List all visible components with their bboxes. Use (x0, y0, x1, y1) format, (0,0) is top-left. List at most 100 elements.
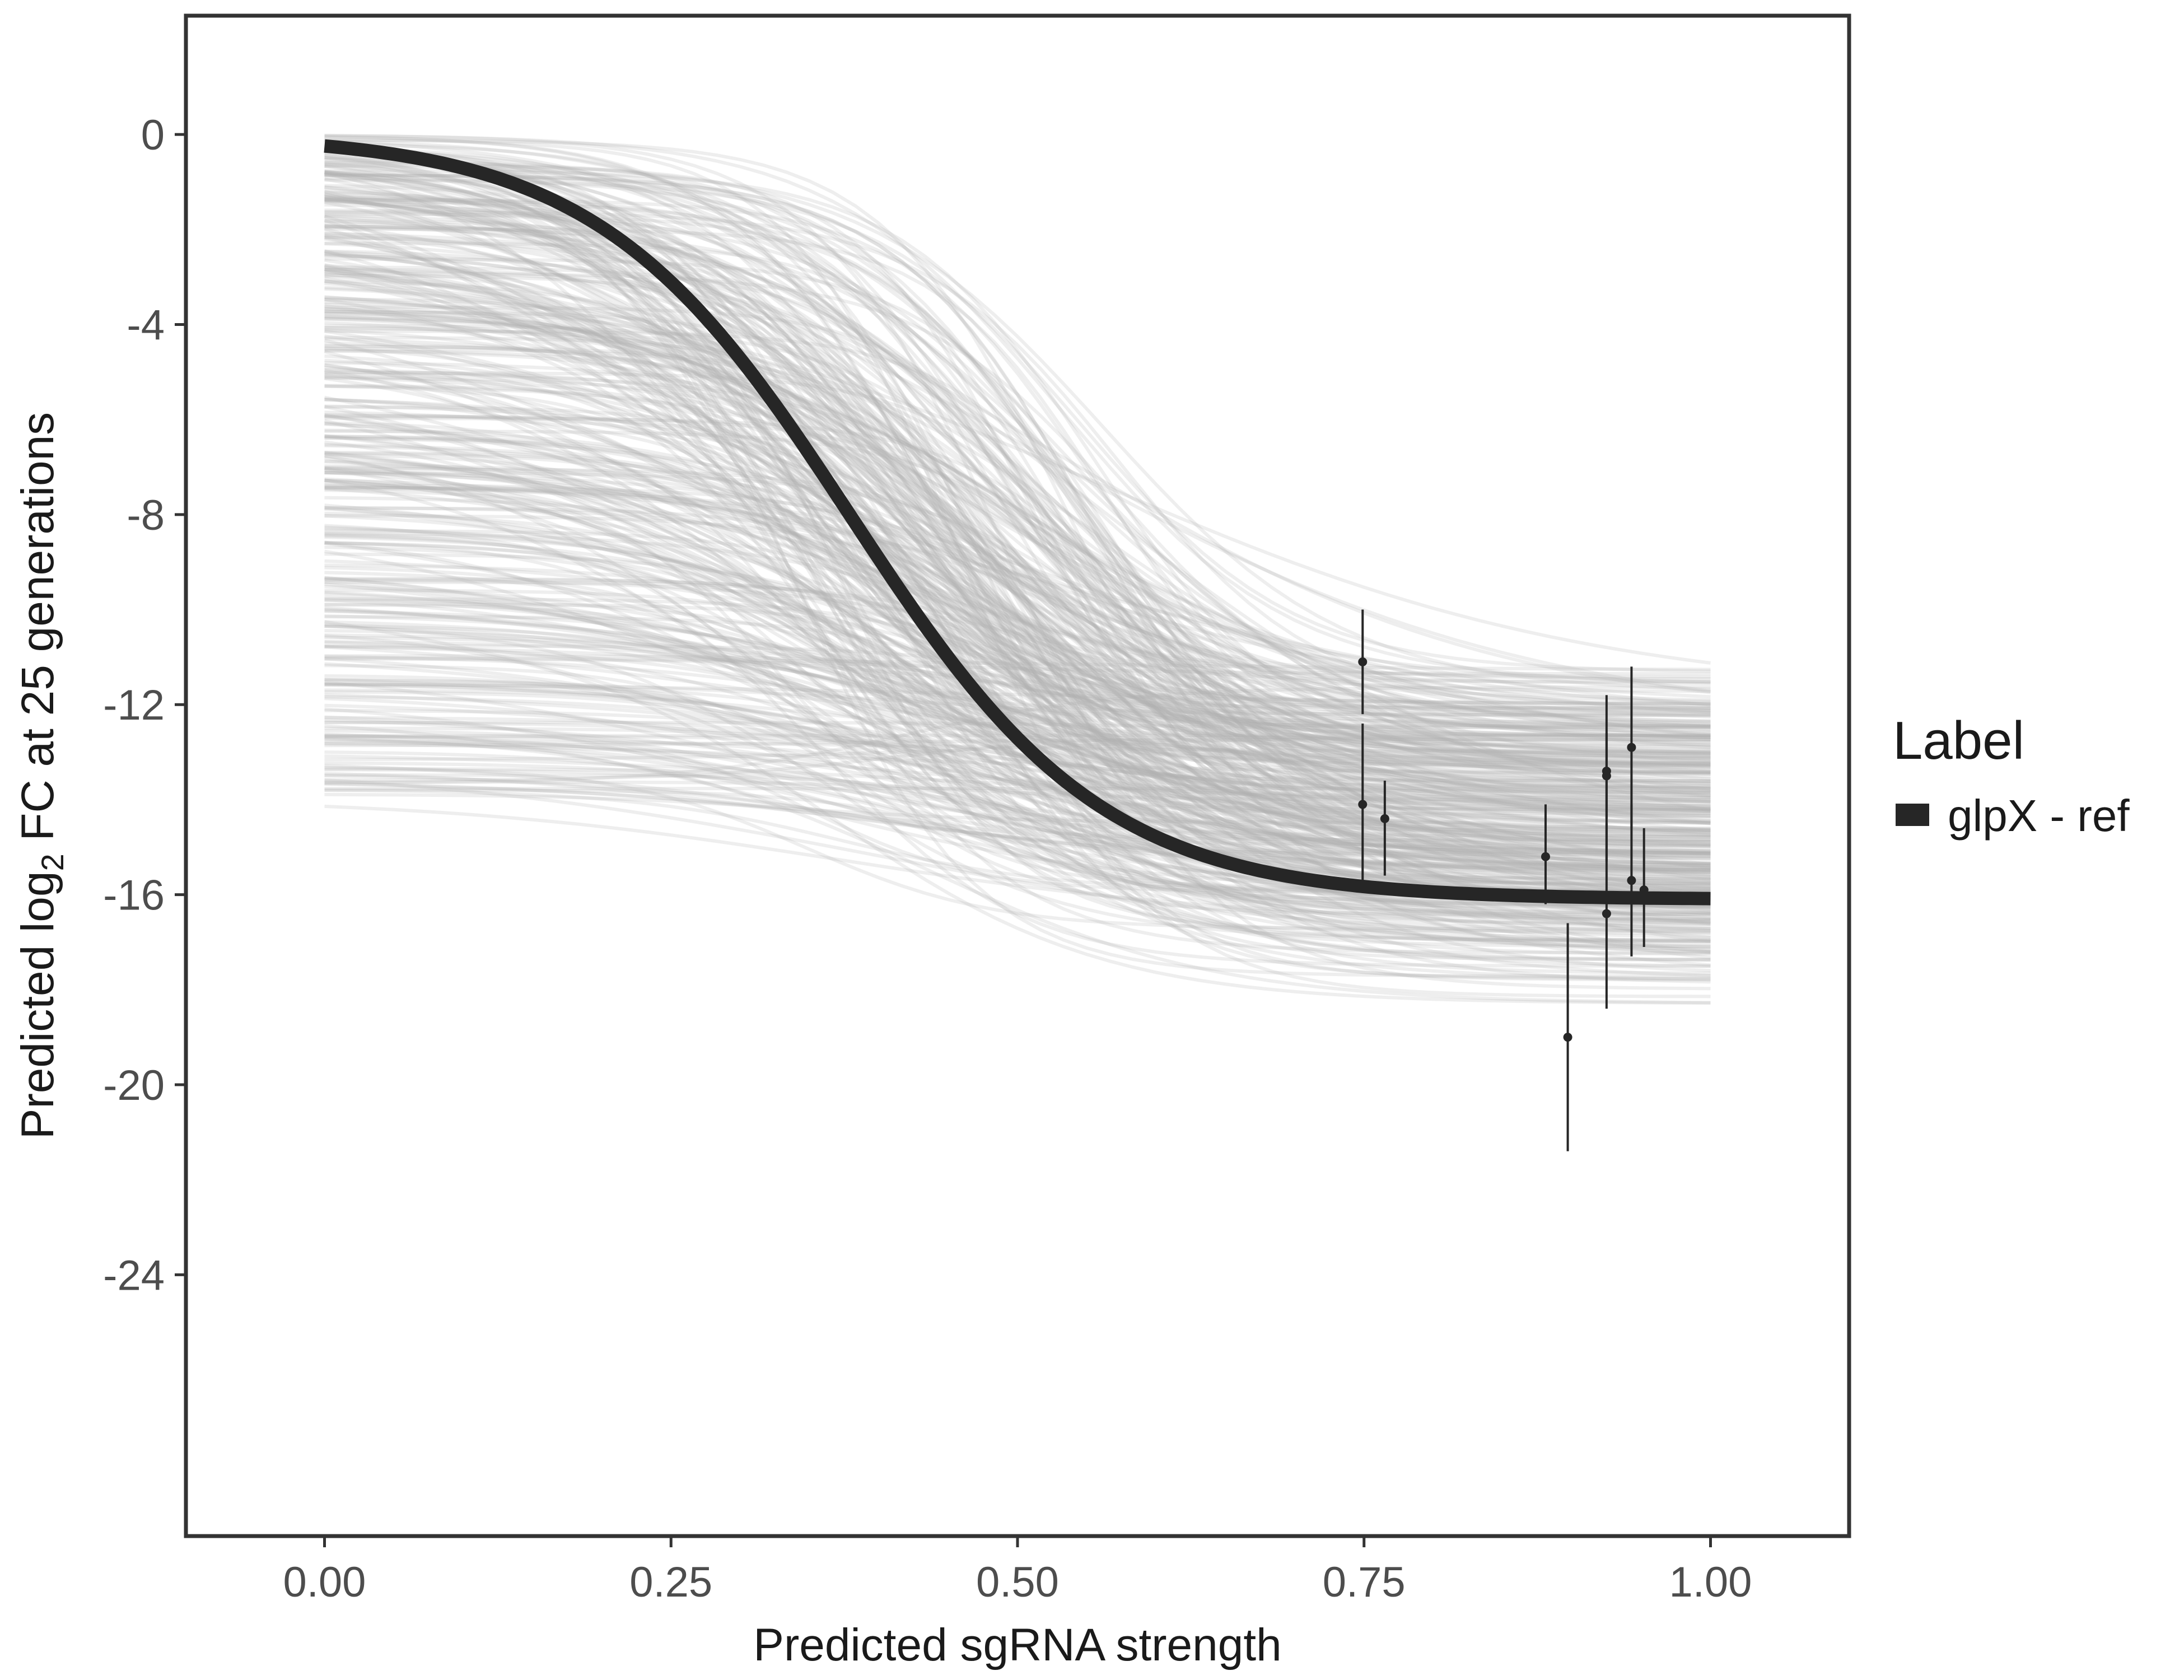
posterior-draw-line (324, 545, 1711, 764)
posterior-draw-line (324, 683, 1711, 858)
posterior-draw-line (324, 177, 1711, 875)
posterior-draw-line (324, 363, 1711, 739)
posterior-draw-line (324, 173, 1711, 926)
posterior-draw-line (324, 703, 1711, 831)
posterior-draw-line (324, 733, 1711, 762)
posterior-draw-line (324, 366, 1711, 939)
posterior-draw-line (324, 324, 1711, 751)
posterior-draw-line (324, 199, 1711, 978)
posterior-draw-line (324, 147, 1711, 726)
posterior-draw-line (324, 633, 1711, 768)
posterior-draw-line (324, 138, 1711, 982)
observation-marker (1358, 800, 1368, 809)
posterior-draw-line (324, 514, 1711, 818)
main-curve-layer (324, 139, 1711, 906)
posterior-draw-line (324, 297, 1711, 876)
posterior-draw-line (324, 235, 1711, 891)
posterior-draw-line (324, 164, 1711, 825)
posterior-draw-line (324, 237, 1711, 776)
posterior-draw-line (324, 644, 1711, 727)
posterior-draw-line (324, 134, 1711, 855)
posterior-draw-line (324, 376, 1711, 853)
posterior-draw-line (324, 267, 1711, 872)
posterior-draw-line (324, 297, 1711, 825)
posterior-draw-line (324, 282, 1711, 665)
y-tick-label: -16 (103, 872, 165, 920)
posterior-draw-line (324, 295, 1711, 907)
posterior-draw-line (324, 467, 1711, 866)
posterior-draw-line (324, 444, 1711, 724)
posterior-draw-line (324, 772, 1711, 860)
posterior-draw-line (324, 450, 1711, 851)
posterior-draw-line (324, 178, 1711, 673)
posterior-draw-line (324, 459, 1711, 870)
posterior-draw-line (324, 329, 1711, 742)
posterior-draw-line (324, 532, 1711, 922)
posterior-draw-line (324, 149, 1711, 848)
posterior-draw-line (324, 384, 1711, 724)
posterior-draw-line (324, 349, 1711, 903)
posterior-draw-line (324, 761, 1711, 949)
posterior-draw-line (324, 657, 1711, 676)
posterior-draw-line (324, 211, 1711, 874)
posterior-draw-line (324, 218, 1711, 710)
posterior-draw-line (324, 286, 1711, 758)
posterior-draw-line (324, 434, 1711, 858)
observation-point (1380, 780, 1389, 876)
posterior-draw-line (324, 153, 1711, 757)
posterior-draw-line (324, 368, 1711, 897)
posterior-draw-line (324, 413, 1711, 775)
posterior-draw-line (324, 212, 1711, 753)
y-axis-title-subscript: 2 (35, 853, 70, 871)
posterior-draw-line (324, 435, 1711, 684)
posterior-draw-line (324, 496, 1711, 785)
posterior-draw-line (324, 252, 1711, 869)
posterior-draw-line (324, 335, 1711, 875)
posterior-draw-line (324, 443, 1711, 861)
posterior-draw-line (324, 160, 1711, 739)
posterior-draw-line (324, 192, 1711, 866)
posterior-draw-line (324, 578, 1711, 740)
posterior-draw-line (324, 337, 1711, 781)
observation-point (1602, 823, 1611, 1009)
posterior-draw-line (324, 309, 1711, 769)
posterior-draw-line (324, 287, 1711, 906)
posterior-draw-line (324, 720, 1711, 839)
posterior-draw-line (324, 171, 1711, 706)
posterior-draw-line (324, 685, 1711, 785)
posterior-draw-line (324, 471, 1711, 684)
posterior-draw-line (324, 169, 1711, 756)
posterior-draw-line (324, 780, 1711, 801)
posterior-draw-line (324, 329, 1711, 774)
posterior-draw-line (324, 316, 1711, 791)
posterior-draw-line (324, 645, 1711, 774)
posterior-draw-line (324, 138, 1711, 865)
observation-point (1639, 828, 1649, 947)
posterior-draw-line (324, 258, 1711, 737)
posterior-draw-line (324, 645, 1711, 923)
posterior-draw-line (324, 577, 1711, 717)
posterior-draw-line (324, 174, 1711, 865)
posterior-draw-line (324, 483, 1711, 962)
posterior-draw-line (324, 768, 1711, 881)
posterior-draw-line (324, 198, 1711, 809)
posterior-draw-line (324, 414, 1711, 942)
posterior-draw-line (324, 428, 1711, 746)
observation-marker (1541, 852, 1550, 861)
posterior-draw-line (324, 718, 1711, 867)
observation-point (1358, 609, 1368, 715)
x-tick-label: 0.50 (976, 1558, 1059, 1606)
posterior-draw-line (324, 225, 1711, 889)
posterior-draw-line (324, 674, 1711, 842)
posterior-draw-line (324, 265, 1711, 768)
plot-panel (186, 16, 1849, 1536)
posterior-draw-line (324, 590, 1711, 954)
posterior-draw-line (324, 193, 1711, 794)
posterior-draw-line (324, 277, 1711, 799)
observations-layer (1358, 609, 1649, 1151)
posterior-draw-line (324, 766, 1711, 931)
posterior-draw-line (324, 134, 1711, 991)
posterior-draw-line (324, 156, 1711, 783)
posterior-draw-line (324, 471, 1711, 685)
posterior-draw-line (324, 155, 1711, 906)
